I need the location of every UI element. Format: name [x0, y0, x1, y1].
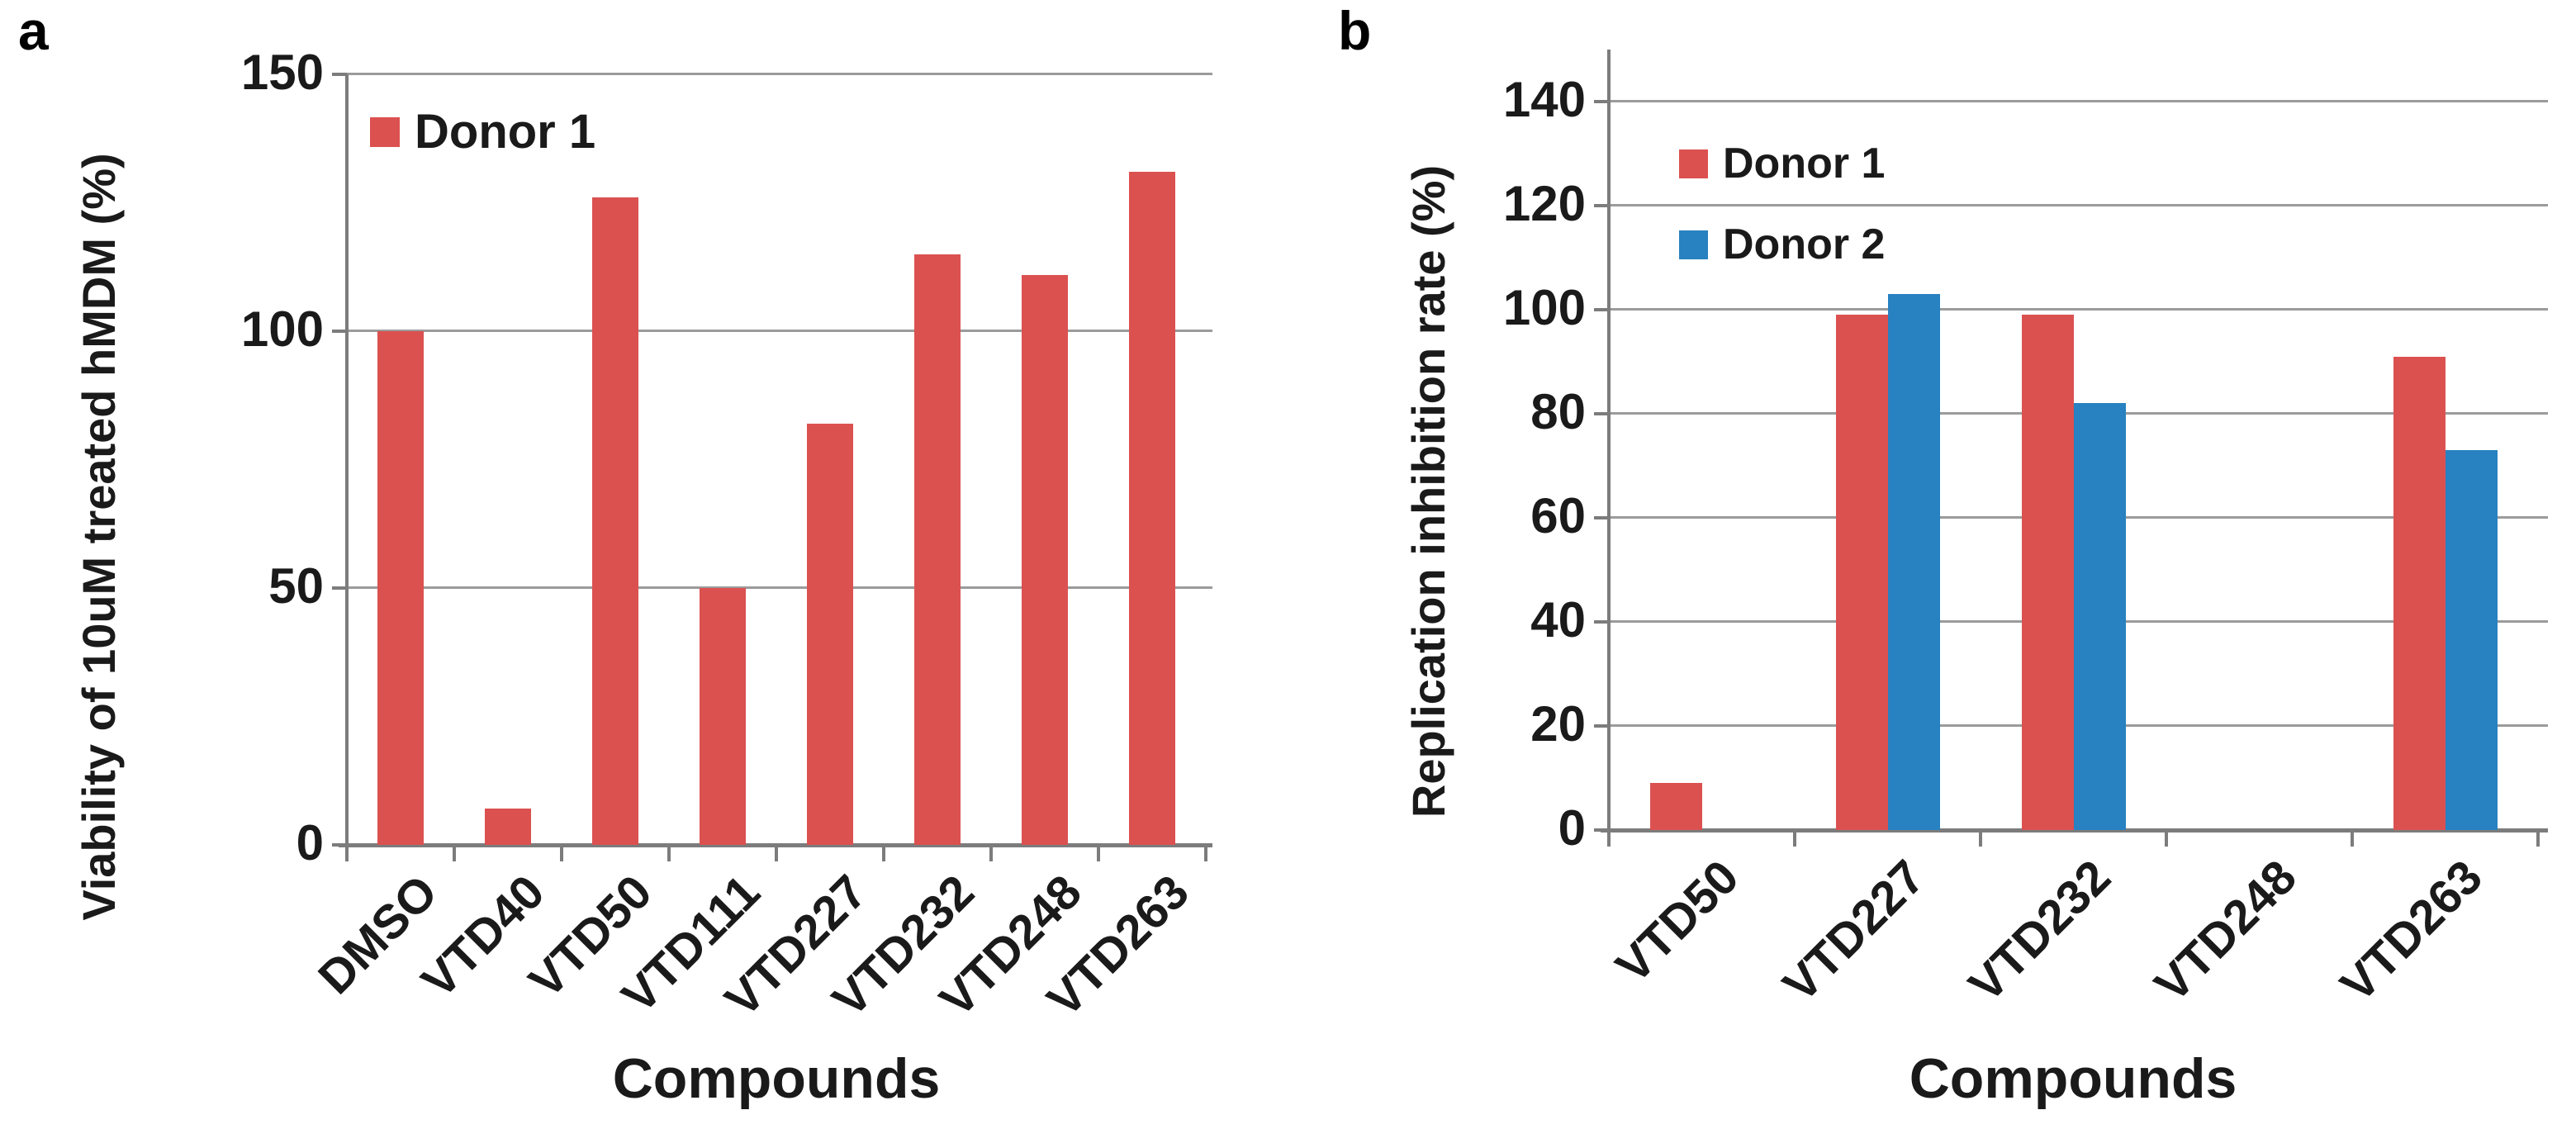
y-tick-label-100: 100: [1502, 280, 1586, 335]
y-tick-20: [1594, 724, 1609, 728]
x-tick-5: [882, 847, 885, 861]
bar-donor-1-vtd111: [700, 588, 746, 845]
y-axis-line-b: [1607, 50, 1611, 833]
x-category-label-vtd227: VTD227: [1772, 850, 1935, 1013]
y-tick-80: [1594, 412, 1609, 415]
y-tick-label-80: 80: [1530, 384, 1586, 439]
legend-label-donor2-b: Donor 2: [1723, 221, 1886, 268]
x-tick-2: [560, 847, 563, 861]
x-tick-4: [775, 847, 778, 861]
bar-donor-1-vtd248: [1022, 274, 1068, 845]
x-axis-title-b: Compounds: [1909, 1047, 2237, 1110]
y-tick-label-100: 100: [240, 301, 324, 357]
y-tick-40: [1594, 620, 1609, 624]
y-tick-label-0: 0: [296, 815, 324, 870]
x-tick-3: [2165, 832, 2168, 847]
y-tick-label-40: 40: [1530, 592, 1586, 648]
x-tick-0: [345, 847, 349, 861]
legend-panel-a: Donor 1: [370, 108, 595, 156]
bar-donor-2-vtd263: [2445, 450, 2498, 830]
legend-label-donor1-b: Donor 1: [1723, 140, 1886, 187]
legend-swatch-donor2-b: [1679, 230, 1708, 259]
gridline-150: [347, 73, 1212, 75]
bar-donor-2-vtd232: [2073, 403, 2126, 830]
x-category-label-vtd232: VTD232: [1958, 850, 2121, 1013]
x-tick-8: [1204, 847, 1207, 861]
bar-donor-1-vtd232: [2021, 315, 2074, 830]
y-tick-label-140: 140: [1502, 72, 1586, 127]
x-axis-line-b: [1601, 828, 2548, 833]
y-tick-label-150: 150: [240, 45, 324, 100]
x-tick-2: [1979, 832, 1982, 847]
x-tick-6: [989, 847, 993, 861]
y-tick-60: [1594, 516, 1609, 519]
gridline-100: [1609, 308, 2548, 311]
bar-donor-1-vtd263: [1129, 172, 1175, 845]
legend-panel-b-donor1: Donor 1: [1679, 142, 1885, 185]
y-tick-label-50: 50: [268, 558, 324, 614]
y-tick-label-0: 0: [1558, 800, 1586, 856]
y-tick-50: [332, 586, 347, 590]
y-tick-label-120: 120: [1502, 176, 1586, 231]
x-tick-3: [667, 847, 671, 861]
y-tick-100: [1594, 308, 1609, 311]
bar-donor-1-vtd40: [485, 809, 531, 845]
y-tick-label-20: 20: [1530, 696, 1586, 752]
bar-donor-2-vtd227: [1887, 294, 1940, 830]
x-tick-5: [2536, 832, 2540, 847]
x-axis-title-a: Compounds: [612, 1047, 941, 1110]
bar-donor-1-vtd232: [914, 254, 961, 845]
panel-letter-b: b: [1338, 0, 1372, 61]
gridline-140: [1609, 100, 2548, 102]
y-axis-title-a: Viability of 10uM treated hMDM (%): [73, 153, 125, 921]
x-category-label-vtd40: VTD40: [411, 865, 556, 1008]
y-tick-150: [332, 73, 347, 76]
bar-donor-1-vtd50: [592, 197, 638, 845]
gridline-50: [347, 586, 1212, 589]
gridline-120: [1609, 204, 2548, 206]
x-category-label-vtd50: VTD50: [1606, 850, 1749, 994]
legend-label-donor1-a: Donor 1: [415, 105, 596, 159]
x-tick-7: [1097, 847, 1100, 861]
x-tick-1: [1793, 832, 1796, 847]
y-tick-100: [332, 330, 347, 333]
legend-swatch-donor1-b: [1679, 149, 1708, 178]
x-category-label-vtd248: VTD248: [2144, 850, 2307, 1013]
x-axis-line-a: [339, 843, 1212, 847]
x-tick-0: [1607, 832, 1611, 847]
x-category-label-vtd263: VTD263: [2330, 850, 2493, 1013]
panel-letter-a: a: [18, 0, 49, 61]
bar-donor-1-vtd227: [1835, 315, 1888, 830]
x-tick-1: [453, 847, 456, 861]
bar-donor-1-vtd227: [807, 423, 853, 845]
y-tick-140: [1594, 100, 1609, 103]
bar-donor-1-dmso: [377, 331, 424, 845]
legend-panel-b-donor2: Donor 2: [1679, 223, 1885, 266]
legend-swatch-donor1-a: [370, 117, 400, 147]
x-tick-4: [2351, 832, 2354, 847]
y-axis-line-a: [345, 74, 349, 847]
bar-donor-1-vtd263: [2393, 356, 2446, 830]
y-tick-label-60: 60: [1530, 488, 1586, 543]
gridline-100: [347, 330, 1212, 332]
y-tick-120: [1594, 204, 1609, 207]
bar-donor-1-vtd50: [1649, 783, 1702, 830]
